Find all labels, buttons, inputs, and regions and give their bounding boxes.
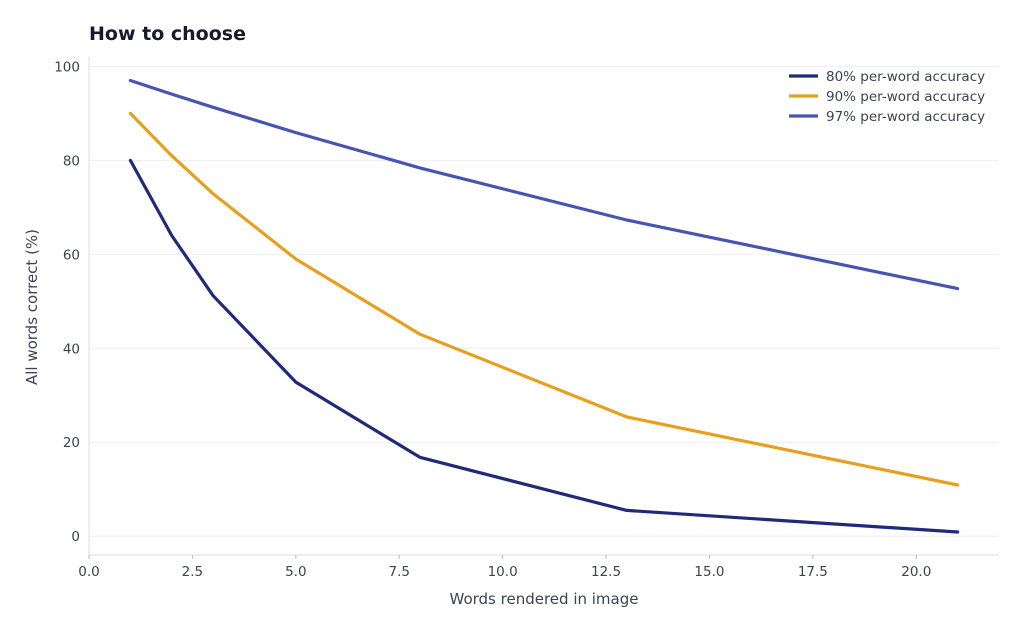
y-tick-label: 80 <box>63 153 80 169</box>
chart-title: How to choose <box>89 23 246 45</box>
series-line-3 <box>128 78 960 291</box>
legend-label: 97% per-word accuracy <box>826 109 985 125</box>
y-tick-label: 100 <box>54 59 80 75</box>
x-tick-label: 0.0 <box>78 564 99 580</box>
series-line-1 <box>128 158 960 534</box>
x-axis-label: Words rendered in image <box>450 590 639 608</box>
series-line-2 <box>128 111 960 487</box>
x-tick-label: 5.0 <box>285 564 306 580</box>
legend-label: 90% per-word accuracy <box>826 89 985 105</box>
x-tick-label: 7.5 <box>388 564 409 580</box>
y-tick-label: 40 <box>63 341 80 357</box>
legend-label: 80% per-word accuracy <box>826 69 985 85</box>
x-tick-label: 12.5 <box>591 564 621 580</box>
x-tick-label: 17.5 <box>798 564 828 580</box>
x-tick-label: 20.0 <box>901 564 931 580</box>
y-tick-label: 20 <box>63 435 80 451</box>
x-tick-label: 2.5 <box>182 564 203 580</box>
series-lines <box>128 78 960 534</box>
gridlines <box>89 65 999 537</box>
y-tick-label: 0 <box>71 529 80 545</box>
y-tick-label: 60 <box>63 247 80 263</box>
x-tick-label: 15.0 <box>694 564 724 580</box>
axes: 0 20 40 60 80 100 0.0 2.5 5.0 7.5 10.0 12.5 15.0 17.5… <box>54 57 999 580</box>
x-tick-label: 10.0 <box>488 564 518 580</box>
legend: 80% per-word accuracy 90% per-word accura… <box>789 69 985 125</box>
y-axis-label: All words correct (%) <box>23 229 41 385</box>
